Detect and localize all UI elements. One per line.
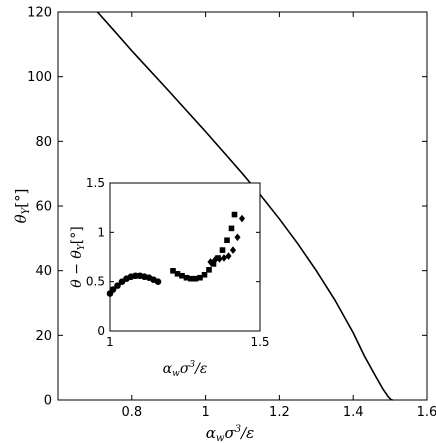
inset-marker-layer — [106, 211, 246, 297]
inset-square-point — [197, 274, 203, 281]
inset-y-tick-label: 0 — [97, 324, 105, 338]
main-x-tick-label: 1.2 — [269, 405, 290, 420]
inset-y-tick-label: 1 — [97, 225, 105, 239]
main-y-tick-label: 60 — [35, 200, 52, 215]
inset-square-point — [192, 275, 199, 282]
inset-square-point — [210, 261, 217, 267]
main-x-tick-label: 0.8 — [121, 405, 142, 420]
inset-y-tick-label: 0.5 — [86, 275, 105, 289]
main-y-tick-label: 40 — [35, 264, 52, 279]
inset-diamond-point — [225, 252, 232, 260]
inset-axis-ticks: 1 1.5 0 0.5 1 1.5 — [86, 176, 270, 349]
inset-plot-frame — [109, 182, 261, 332]
inset-diamond-point — [216, 255, 223, 263]
inset-diamond-point — [234, 233, 241, 242]
inset-square-point — [170, 268, 176, 274]
inset-x-tick-label: 1 — [106, 335, 114, 349]
inset-square-point — [228, 225, 235, 232]
inset-square-point — [206, 267, 212, 273]
main-x-axis-label: αwσ3/ε — [206, 424, 254, 443]
main-y-tick-label: 120 — [27, 6, 52, 21]
inset-square-point — [231, 211, 238, 218]
inset-diamond-point — [229, 246, 237, 254]
inset-square-point — [188, 275, 194, 282]
inset-x-axis-label: αwσ3/ε — [163, 360, 208, 379]
main-x-tick-label: 1 — [201, 405, 209, 420]
main-curve-layer — [96, 11, 393, 401]
inset-square-point — [183, 274, 190, 281]
main-x-tick-label: 1.4 — [343, 405, 364, 420]
main-y-tick-label: 20 — [35, 329, 52, 344]
inset-square-point — [174, 270, 181, 277]
inset-circle-point — [109, 286, 117, 293]
inset-diamond-point — [238, 214, 246, 223]
inset-square-point — [219, 247, 226, 253]
main-axis-ticks: 0.8 1 1.2 1.4 1.6 0 20 40 60 80 100 120 — [27, 6, 436, 421]
inset-diamond-point — [211, 256, 219, 264]
inset-circle-point — [154, 278, 162, 285]
inset-y-axis-label: θ − θY[°] — [69, 226, 87, 287]
main-y-tick-label: 100 — [27, 70, 52, 85]
main-y-axis-label: θY[°] — [12, 189, 32, 224]
main-y-tick-label: 0 — [44, 394, 52, 409]
main-x-tick-label: 1.6 — [417, 405, 436, 420]
main-y-tick-label: 80 — [35, 135, 52, 150]
main-series-line-0 — [96, 11, 393, 401]
inset-square-point — [201, 271, 208, 278]
inset-square-point — [179, 272, 185, 279]
inset-circle-point — [114, 282, 121, 289]
inset-square-point — [224, 237, 230, 244]
inset-x-tick-label: 1.5 — [250, 335, 269, 349]
inset-y-tick-label: 1.5 — [86, 176, 105, 190]
